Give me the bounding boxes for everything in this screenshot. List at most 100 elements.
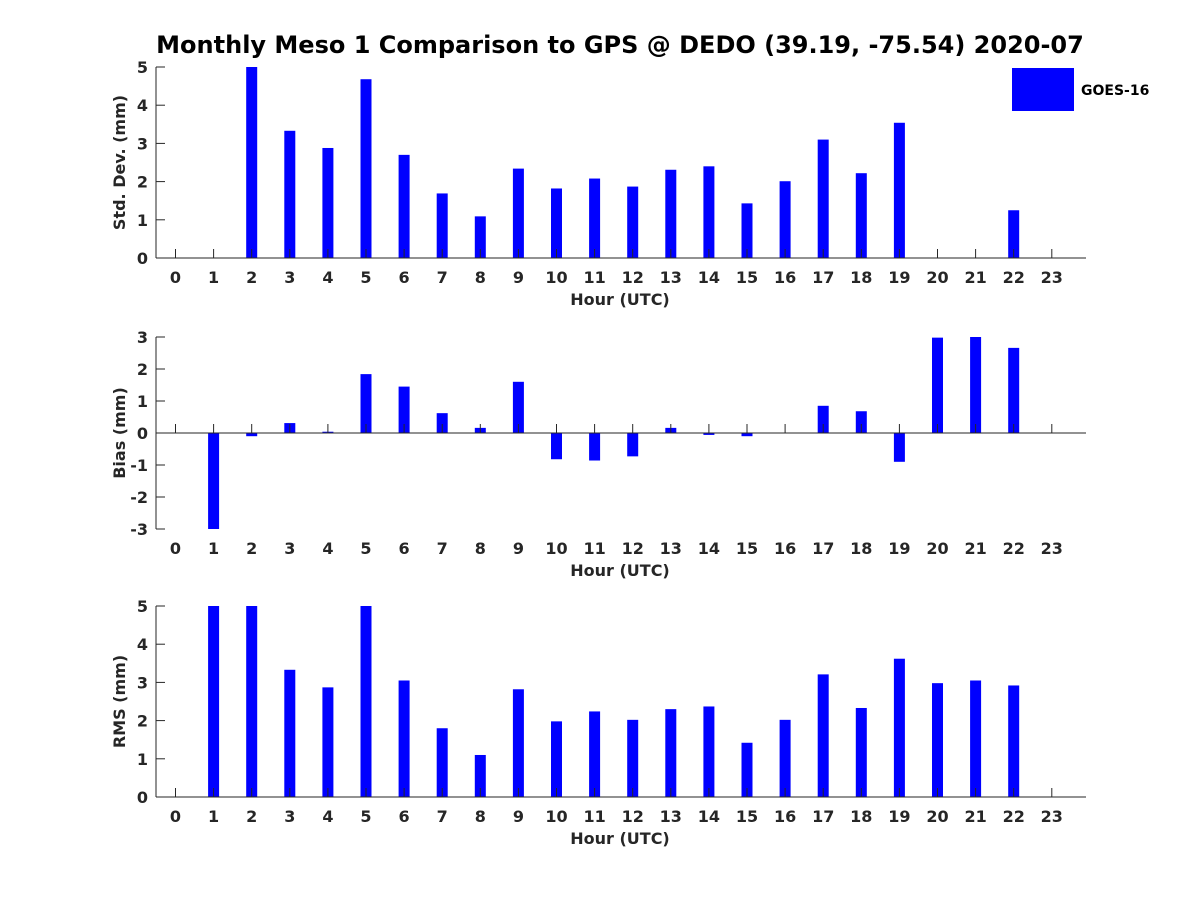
rms-x-tick-label-16: 16: [774, 807, 796, 826]
bias-x-tick-label-4: 4: [322, 539, 333, 558]
std-dev-bar-hour-22: [1008, 210, 1020, 258]
rms-bar-hour-13: [665, 709, 677, 797]
bias-bar-hour-21: [970, 337, 982, 433]
bias-x-tick-label-23: 23: [1041, 539, 1063, 558]
bias-y-tick-label-2: 2: [137, 360, 148, 379]
rms-bar-hour-4: [322, 687, 334, 797]
std-dev-x-tick-label-11: 11: [583, 268, 605, 287]
rms-x-tick-label-10: 10: [545, 807, 567, 826]
bias-y-tick-label-0: 0: [137, 424, 148, 443]
std-dev-y-tick-label-4: 4: [137, 96, 148, 115]
bias-x-tick-label-10: 10: [545, 539, 567, 558]
std-dev-bar-hour-5: [360, 79, 372, 258]
rms-bar-hour-10: [551, 721, 562, 797]
std-dev-x-tick-label-22: 22: [1003, 268, 1025, 287]
rms-x-tick-label-15: 15: [736, 807, 758, 826]
std-dev-y-tick-label-1: 1: [137, 211, 148, 230]
bias-bar-hour-14: [703, 433, 715, 435]
bias-x-tick-label-14: 14: [698, 539, 720, 558]
legend: GOES-16: [1012, 68, 1149, 111]
rms-x-tick-label-9: 9: [513, 807, 524, 826]
bias-panel: 0 1 2 3 4 5 6 7 8 9 10 11 12 13 14 15 16 17 18 19 20 21 22 23-3…: [110, 328, 1086, 580]
rms-y-tick-label-4: 4: [137, 635, 148, 654]
bias-x-tick-label-2: 2: [246, 539, 257, 558]
bias-y-tick-label--2: -2: [130, 488, 148, 507]
bias-bar-hour-17: [817, 405, 829, 433]
std-dev-bar-hour-4: [322, 147, 334, 258]
bias-bar-hour-18: [855, 411, 867, 433]
std-dev-x-tick-label-10: 10: [545, 268, 567, 287]
std-dev-x-tick-label-3: 3: [284, 268, 295, 287]
rms-bar-hour-18: [855, 707, 867, 797]
bias-bar-hour-20: [932, 337, 943, 433]
rms-x-tick-label-23: 23: [1041, 807, 1063, 826]
bias-y-tick-label--1: -1: [130, 456, 148, 475]
bias-x-tick-label-0: 0: [170, 539, 181, 558]
bias-x-tick-label-15: 15: [736, 539, 758, 558]
rms-bar-hour-3: [284, 669, 296, 797]
rms-y-tick-label-1: 1: [137, 750, 148, 769]
bias-x-tick-label-17: 17: [812, 539, 834, 558]
rms-bar-hour-19: [893, 658, 905, 797]
std-dev-x-tick-label-14: 14: [698, 268, 720, 287]
std-dev-x-tick-label-21: 21: [964, 268, 986, 287]
std-dev-bar-hour-15: [741, 203, 753, 258]
std-dev-bar-hour-19: [893, 122, 905, 259]
std-dev-x-tick-label-17: 17: [812, 268, 834, 287]
std-dev-bar-hour-17: [817, 139, 829, 258]
rms-bar-hour-21: [970, 680, 982, 797]
std-dev-x-tick-label-19: 19: [888, 268, 910, 287]
rms-bar-hour-17: [817, 674, 829, 797]
rms-bar-hour-7: [436, 728, 448, 797]
std-dev-bar-hour-3: [284, 130, 296, 258]
std-dev-x-tick-label-23: 23: [1041, 268, 1063, 287]
bias-bar-hour-7: [436, 413, 448, 433]
std-dev-x-tick-label-1: 1: [208, 268, 219, 287]
std-dev-x-tick-label-8: 8: [475, 268, 486, 287]
std-dev-x-tick-label-5: 5: [360, 268, 371, 287]
rms-x-tick-label-2: 2: [246, 807, 257, 826]
std-dev-y-tick-label-0: 0: [137, 249, 148, 268]
bias-x-tick-label-6: 6: [399, 539, 410, 558]
rms-x-tick-label-20: 20: [926, 807, 948, 826]
bias-x-tick-label-11: 11: [583, 539, 605, 558]
std-dev-x-tick-label-2: 2: [246, 268, 257, 287]
bias-x-tick-label-22: 22: [1003, 539, 1025, 558]
std-dev-x-tick-label-6: 6: [399, 268, 410, 287]
rms-bar-hour-1: [208, 606, 220, 797]
std-dev-y-tick-label-5: 5: [137, 58, 148, 77]
rms-bar-hour-5: [360, 606, 372, 797]
std-dev-bar-hour-12: [627, 186, 639, 258]
std-dev-bar-hour-6: [398, 154, 410, 258]
rms-x-tick-label-19: 19: [888, 807, 910, 826]
chart-title: Monthly Meso 1 Comparison to GPS @ DEDO …: [156, 31, 1084, 59]
rms-x-tick-label-12: 12: [622, 807, 644, 826]
rms-x-tick-label-17: 17: [812, 807, 834, 826]
rms-x-tick-label-3: 3: [284, 807, 295, 826]
std-dev-bar-hour-10: [551, 188, 562, 258]
bias-bar-hour-2: [246, 433, 258, 437]
bias-bar-hour-12: [627, 433, 639, 457]
std-dev-panel: 0 1 2 3 4 5 6 7 8 9 10 11 12 13 14 15 16 17 18 19 20 21 22 2301…: [110, 58, 1086, 309]
rms-bar-hour-6: [398, 680, 410, 797]
rms-x-tick-label-0: 0: [170, 807, 181, 826]
bias-x-tick-label-5: 5: [360, 539, 371, 558]
rms-bar-hour-20: [932, 683, 943, 797]
rms-bar-hour-14: [703, 706, 715, 797]
bias-y-tick-label--3: -3: [130, 520, 148, 539]
rms-x-tick-label-7: 7: [437, 807, 448, 826]
std-dev-bar-hour-13: [665, 169, 677, 258]
rms-x-tick-label-18: 18: [850, 807, 872, 826]
rms-panel: 0 1 2 3 4 5 6 7 8 9 10 11 12 13 14 15 16 17 18 19 20 21 22 2301…: [110, 597, 1086, 848]
bias-x-tick-label-19: 19: [888, 539, 910, 558]
bias-bar-hour-11: [589, 433, 601, 461]
rms-y-tick-label-0: 0: [137, 788, 148, 807]
std-dev-x-tick-label-15: 15: [736, 268, 758, 287]
std-dev-bar-hour-9: [512, 168, 524, 258]
bias-x-tick-label-1: 1: [208, 539, 219, 558]
std-dev-x-axis-label: Hour (UTC): [570, 290, 670, 309]
std-dev-x-tick-label-0: 0: [170, 268, 181, 287]
bias-bar-hour-6: [398, 386, 410, 433]
rms-x-tick-label-6: 6: [399, 807, 410, 826]
